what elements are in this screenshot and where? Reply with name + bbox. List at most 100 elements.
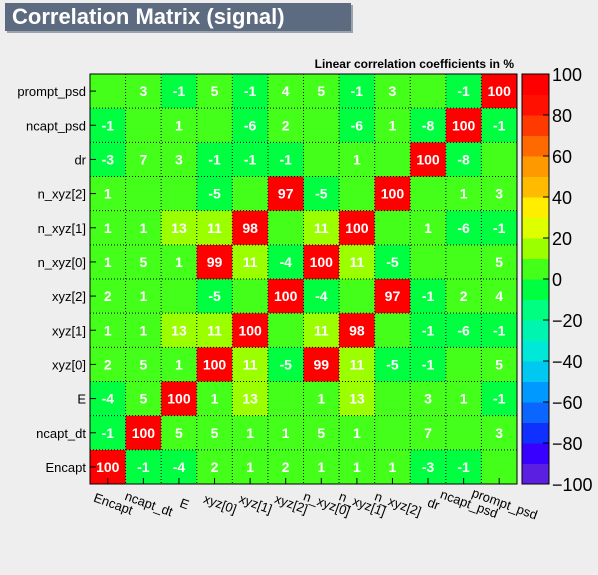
colorbar-tick-label: 80	[552, 106, 572, 126]
cell-value-label: 100	[381, 186, 405, 202]
heatmap-cell	[339, 279, 375, 314]
heatmap-cell	[339, 74, 375, 109]
heatmap-cell	[303, 313, 340, 348]
cell-value-label: 5	[317, 83, 325, 99]
cell-value-label: 11	[349, 356, 364, 372]
y-tick-label: ncapt_dt	[36, 426, 86, 441]
cell-value-label: 1	[353, 425, 361, 441]
cell-value-label: 1	[389, 459, 397, 475]
heatmap-cell	[339, 347, 375, 382]
heatmap-cell	[481, 142, 517, 177]
colorbar-tick-label: −80	[552, 434, 583, 454]
heatmap-cell	[267, 176, 304, 211]
cell-value-label: -1	[493, 322, 506, 338]
cell-value-label: 100	[203, 356, 227, 372]
colorbar-tick-label: −100	[552, 475, 593, 495]
cell-value-label: 1	[460, 391, 468, 407]
cell-value-label: -5	[315, 186, 328, 202]
heatmap-cell	[232, 74, 268, 109]
heatmap-cell	[374, 74, 411, 109]
cell-value-label: 1	[282, 425, 290, 441]
cell-value-label: -1	[244, 83, 257, 99]
cell-value-label: 3	[175, 151, 183, 167]
cell-value-label: -1	[493, 117, 506, 133]
colorbar-segment	[522, 381, 549, 403]
heatmap-cell	[161, 415, 197, 450]
cell-value-label: 1	[424, 220, 432, 236]
cell-value-label: 5	[139, 254, 147, 270]
heatmap-cell	[125, 108, 162, 143]
heatmap-cell	[374, 279, 411, 314]
heatmap-cell	[267, 74, 304, 109]
cell-value-label: 1	[104, 254, 112, 270]
heatmap-cell	[267, 279, 304, 314]
cell-value-label: 5	[495, 356, 503, 372]
colorbar-segment	[522, 361, 549, 382]
heatmap-cell	[481, 176, 517, 211]
heatmap-cell	[374, 210, 411, 245]
cell-value-label: -1	[279, 151, 292, 167]
heatmap-cell	[374, 108, 411, 143]
heatmap-cell	[161, 244, 197, 279]
y-tick-label: n_xyz[0]	[38, 255, 86, 270]
cell-value-label: 5	[317, 425, 325, 441]
heatmap-cell	[267, 313, 304, 348]
cell-value-label: -5	[386, 356, 399, 372]
heatmap-cell	[481, 108, 517, 143]
cell-value-label: -6	[351, 117, 364, 133]
heatmap-cell	[232, 210, 268, 245]
heatmap-cell	[339, 244, 375, 279]
cell-value-label: 99	[207, 254, 223, 270]
y-tick-label: xyz[0]	[52, 357, 86, 372]
heatmap-cell	[196, 176, 233, 211]
heatmap-cell	[267, 347, 304, 382]
heatmap-cell	[161, 313, 197, 348]
cell-value-label: 100	[416, 151, 440, 167]
heatmap-cell	[303, 381, 340, 416]
heatmap-cell	[481, 313, 517, 348]
heatmap-cell	[374, 415, 411, 450]
heatmap-cell	[481, 244, 517, 279]
heatmap-cell	[303, 347, 340, 382]
cell-value-label: 5	[211, 425, 219, 441]
heatmap-cell	[125, 142, 162, 177]
heatmap-cell	[161, 279, 197, 314]
cell-value-label: -1	[493, 391, 506, 407]
y-tick-label: n_xyz[2]	[38, 187, 86, 202]
cell-value-label: -3	[422, 459, 435, 475]
colorbar-segment	[522, 463, 549, 485]
cell-value-label: -1	[351, 83, 364, 99]
cell-value-label: 1	[246, 459, 254, 475]
cell-value-label: 1	[353, 459, 361, 475]
y-tick-label: E	[77, 392, 86, 407]
cell-value-label: 100	[488, 83, 512, 99]
cell-value-label: 98	[242, 220, 258, 236]
chart-subtitle: Linear correlation coefficients in %	[315, 57, 515, 71]
colorbar-tick-label: 40	[552, 188, 572, 208]
cell-value-label: -5	[208, 288, 221, 304]
colorbar-tick-label: 0	[552, 270, 562, 290]
colorbar-segment	[522, 422, 549, 444]
heatmap-cell	[232, 347, 268, 382]
y-tick-label: prompt_psd	[17, 84, 86, 99]
cell-value-label: 1	[104, 186, 112, 202]
colorbar-segment	[522, 156, 549, 177]
cell-value-label: 13	[171, 322, 187, 338]
colorbar-segment	[522, 402, 549, 423]
heatmap-cell	[339, 313, 375, 348]
heatmap-cell	[161, 142, 197, 177]
heatmap-grid	[90, 74, 517, 484]
heatmap-cell	[410, 142, 446, 177]
cell-value-label: -1	[422, 322, 435, 338]
cell-value-label: -8	[422, 117, 435, 133]
heatmap-cell	[445, 415, 482, 450]
cell-value-label: 2	[460, 288, 468, 304]
heatmap-cell	[161, 108, 197, 143]
cell-value-label: 100	[310, 254, 334, 270]
heatmap-cell	[161, 210, 197, 245]
heatmap-cell	[196, 313, 233, 348]
heatmap-cell	[410, 313, 446, 348]
cell-value-label: -6	[457, 220, 470, 236]
heatmap-cell	[196, 415, 233, 450]
cell-value-label: 1	[460, 186, 468, 202]
